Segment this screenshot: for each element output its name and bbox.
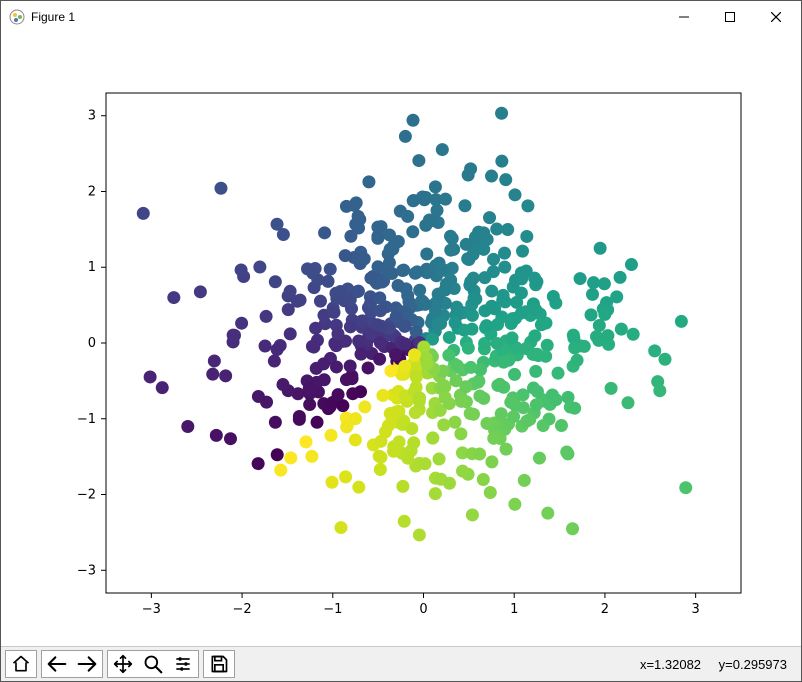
svg-text:3: 3 <box>692 602 700 617</box>
svg-text:0: 0 <box>88 336 96 351</box>
back-button[interactable] <box>42 651 72 677</box>
svg-text:2: 2 <box>88 184 96 199</box>
home-button[interactable] <box>6 651 36 677</box>
maximize-button[interactable] <box>707 1 753 33</box>
home-icon <box>11 654 31 674</box>
save-icon <box>209 654 229 674</box>
window-title: Figure 1 <box>31 10 75 24</box>
title-bar: Figure 1 <box>1 1 801 33</box>
svg-text:−2: −2 <box>77 488 96 503</box>
plot-canvas[interactable]: −3 −2 −1 0 1 2 3 −3 −2 −1 0 1 2 3 <box>1 33 801 646</box>
forward-icon <box>77 654 97 674</box>
pan-button[interactable] <box>108 651 138 677</box>
pan-icon <box>113 654 133 674</box>
app-icon <box>9 9 25 25</box>
svg-text:0: 0 <box>419 602 427 617</box>
svg-text:1: 1 <box>88 260 96 275</box>
svg-text:3: 3 <box>88 109 96 124</box>
back-icon <box>47 654 67 674</box>
zoom-icon <box>143 654 163 674</box>
configure-subplots-icon <box>173 654 193 674</box>
svg-text:1: 1 <box>510 602 518 617</box>
minimize-button[interactable] <box>661 1 707 33</box>
close-button[interactable] <box>753 1 799 33</box>
coord-x: x=1.32082 <box>640 657 701 672</box>
matplotlib-window: Figure 1 −3 −2 −1 0 1 2 3 −3 −2 −1 0 1 2 3 <box>0 0 802 682</box>
svg-text:−2: −2 <box>232 602 251 617</box>
svg-text:−3: −3 <box>77 563 96 578</box>
cursor-coordinates: x=1.32082 y=0.295973 <box>626 657 797 672</box>
configure-button[interactable] <box>168 651 198 677</box>
coord-y: y=0.295973 <box>719 657 787 672</box>
svg-text:−3: −3 <box>142 602 161 617</box>
nav-toolbar: x=1.32082 y=0.295973 <box>1 646 801 681</box>
zoom-button[interactable] <box>138 651 168 677</box>
save-button[interactable] <box>204 651 234 677</box>
svg-text:−1: −1 <box>77 412 96 427</box>
forward-button[interactable] <box>72 651 102 677</box>
svg-text:−1: −1 <box>323 602 342 617</box>
svg-text:2: 2 <box>601 602 609 617</box>
